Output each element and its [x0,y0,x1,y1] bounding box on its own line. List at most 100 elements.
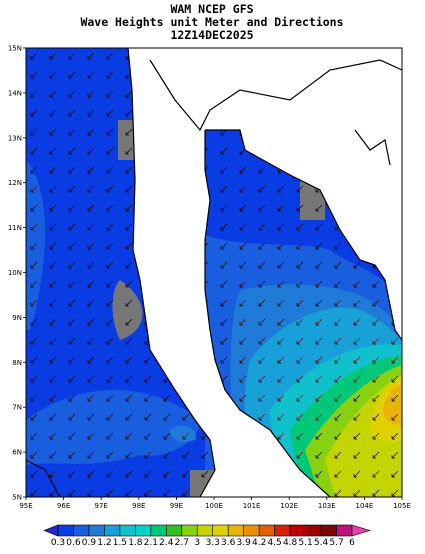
colorbar-box [119,524,136,537]
arrow [125,489,133,497]
arrow [201,451,209,459]
arrow [30,166,38,174]
arrow [296,223,304,231]
colorbar-box [274,524,291,537]
arrow [68,242,76,250]
arrow [182,432,190,440]
colorbar-label: 5.1 [298,538,312,548]
arrow [49,299,57,307]
arrow [277,318,285,326]
arrow [125,432,133,440]
arrow [372,375,380,383]
colorbar-label: 4.2 [252,538,266,548]
y-tick-label: 7N [12,404,22,412]
arrow [258,337,266,345]
arrow [353,470,361,478]
arrow [334,356,342,364]
arrow [315,223,323,231]
arrow [68,128,76,136]
arrow [49,394,57,402]
arrow [30,451,38,459]
arrow [277,280,285,288]
arrow [87,280,95,288]
colorbar-box [336,524,353,537]
arrow [239,242,247,250]
arrow [68,166,76,174]
arrow [372,356,380,364]
arrow [87,71,95,79]
arrow [30,280,38,288]
arrow [220,166,228,174]
colorbar-label: 0.3 [51,538,65,548]
y-tick-label: 8N [12,359,22,367]
arrow [87,109,95,117]
arrow [315,318,323,326]
arrow [30,470,38,478]
x-tick-label: 104E [356,502,374,510]
arrow [277,299,285,307]
arrow [144,413,152,421]
arrow [296,261,304,269]
arrow [125,204,133,212]
colorbar-label: 1.5 [113,538,127,548]
arrow [277,204,285,212]
arrow [87,413,95,421]
arrow [125,394,133,402]
colorbar-box [289,524,306,537]
arrow [163,413,171,421]
y-tick-label: 6N [12,449,22,457]
arrow [68,185,76,193]
arrow [315,451,323,459]
arrow [296,356,304,364]
arrow [258,318,266,326]
arrow [87,128,95,136]
arrow [277,432,285,440]
arrow [277,413,285,421]
arrow [163,470,171,478]
arrow [220,204,228,212]
arrow [87,90,95,98]
arrow [182,413,190,421]
arrow [372,451,380,459]
arrow [391,394,399,402]
arrow [30,299,38,307]
arrow [125,375,133,383]
arrow [30,242,38,250]
arrow [125,147,133,155]
arrow [144,451,152,459]
arrow [296,185,304,193]
arrow [296,432,304,440]
arrow [144,470,152,478]
arrow [106,109,114,117]
arrow [391,470,399,478]
arrow [30,204,38,212]
arrow [49,318,57,326]
arrow [315,204,323,212]
arrow [334,242,342,250]
arrow [334,337,342,345]
arrow [258,356,266,364]
arrow [30,223,38,231]
arrow [334,318,342,326]
arrow [68,318,76,326]
arrow [125,261,133,269]
colorbar-box [181,524,198,537]
arrow [30,337,38,345]
arrow [220,356,228,364]
arrow [391,451,399,459]
arrow [258,166,266,174]
arrow [334,261,342,269]
arrow [220,185,228,193]
arrow [125,128,133,136]
arrow [239,356,247,364]
arrow [334,489,342,497]
colorbar-label: 3.6 [221,538,236,548]
arrow [315,413,323,421]
arrow [144,489,152,497]
title-line: Wave Heights unit Meter and Directions [80,15,343,29]
arrow [68,337,76,345]
arrow [239,375,247,383]
arrow [68,470,76,478]
arrow [391,432,399,440]
arrow [353,394,361,402]
